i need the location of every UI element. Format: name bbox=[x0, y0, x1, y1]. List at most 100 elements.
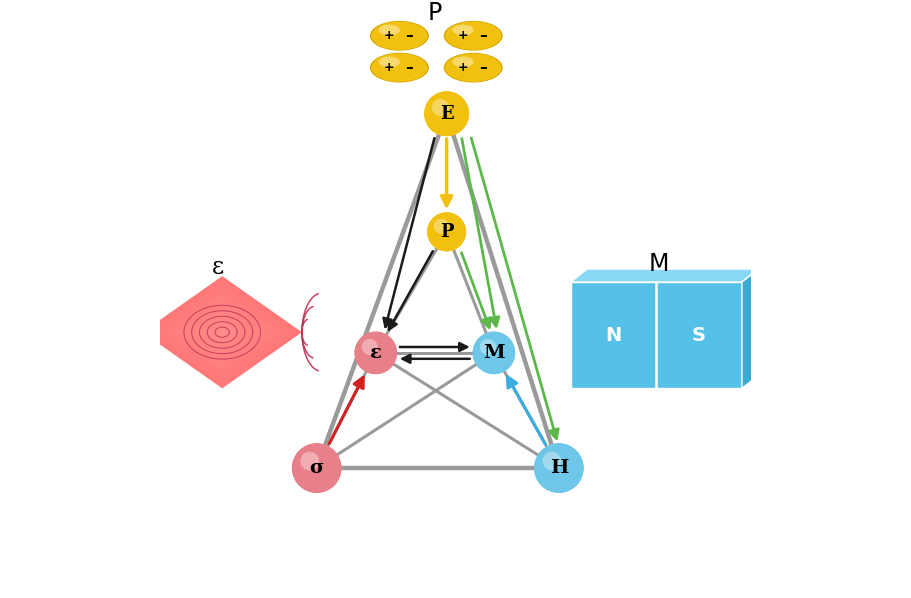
Ellipse shape bbox=[445, 53, 501, 82]
Text: σ: σ bbox=[310, 459, 324, 477]
Ellipse shape bbox=[444, 21, 503, 51]
Polygon shape bbox=[169, 295, 275, 370]
Circle shape bbox=[445, 112, 448, 115]
Ellipse shape bbox=[445, 22, 501, 50]
Circle shape bbox=[542, 451, 561, 471]
Text: ε: ε bbox=[370, 344, 382, 362]
Polygon shape bbox=[164, 291, 281, 373]
Circle shape bbox=[294, 446, 339, 490]
Circle shape bbox=[558, 467, 560, 469]
Ellipse shape bbox=[444, 53, 503, 83]
Polygon shape bbox=[142, 276, 302, 388]
Polygon shape bbox=[196, 313, 249, 351]
Polygon shape bbox=[174, 298, 270, 366]
Circle shape bbox=[553, 462, 565, 474]
Circle shape bbox=[368, 346, 384, 361]
Circle shape bbox=[364, 341, 387, 365]
Circle shape bbox=[440, 225, 454, 239]
Circle shape bbox=[354, 332, 397, 374]
Polygon shape bbox=[159, 288, 286, 377]
Circle shape bbox=[473, 332, 515, 374]
Ellipse shape bbox=[372, 53, 427, 82]
Circle shape bbox=[361, 338, 391, 368]
Circle shape bbox=[480, 339, 507, 367]
Circle shape bbox=[309, 460, 324, 475]
Circle shape bbox=[366, 343, 385, 362]
Circle shape bbox=[429, 214, 465, 249]
Circle shape bbox=[427, 212, 466, 251]
Text: M: M bbox=[483, 344, 505, 362]
Ellipse shape bbox=[370, 21, 429, 51]
Circle shape bbox=[305, 457, 328, 479]
Circle shape bbox=[431, 216, 462, 248]
Circle shape bbox=[315, 467, 318, 469]
Polygon shape bbox=[211, 325, 233, 340]
Circle shape bbox=[536, 444, 582, 492]
Text: +: + bbox=[384, 29, 394, 42]
Ellipse shape bbox=[379, 57, 400, 68]
Circle shape bbox=[296, 447, 338, 489]
Circle shape bbox=[442, 109, 451, 118]
Circle shape bbox=[301, 452, 333, 484]
Circle shape bbox=[445, 111, 449, 116]
Circle shape bbox=[426, 93, 466, 134]
Polygon shape bbox=[190, 310, 254, 355]
Circle shape bbox=[427, 94, 466, 133]
Circle shape bbox=[430, 97, 464, 130]
Ellipse shape bbox=[453, 25, 474, 35]
Circle shape bbox=[354, 332, 397, 374]
Circle shape bbox=[545, 454, 572, 482]
Circle shape bbox=[298, 450, 335, 487]
Ellipse shape bbox=[370, 53, 429, 83]
Circle shape bbox=[360, 337, 392, 369]
Circle shape bbox=[488, 347, 499, 358]
Circle shape bbox=[434, 219, 459, 245]
Circle shape bbox=[550, 459, 568, 477]
Polygon shape bbox=[217, 328, 228, 336]
Text: H: H bbox=[549, 459, 568, 477]
Polygon shape bbox=[201, 318, 243, 347]
Circle shape bbox=[369, 346, 382, 359]
Circle shape bbox=[442, 227, 452, 237]
Circle shape bbox=[293, 444, 341, 492]
Circle shape bbox=[537, 447, 580, 489]
Circle shape bbox=[371, 347, 381, 358]
Circle shape bbox=[537, 446, 581, 490]
Polygon shape bbox=[206, 321, 238, 343]
Circle shape bbox=[362, 339, 390, 367]
Circle shape bbox=[540, 450, 578, 487]
Circle shape bbox=[301, 451, 319, 471]
Circle shape bbox=[474, 332, 514, 373]
Circle shape bbox=[429, 96, 465, 132]
Polygon shape bbox=[570, 269, 759, 282]
Circle shape bbox=[437, 105, 456, 123]
Circle shape bbox=[374, 351, 378, 355]
Ellipse shape bbox=[453, 57, 474, 68]
Circle shape bbox=[534, 443, 584, 493]
Circle shape bbox=[444, 229, 449, 235]
Text: –: – bbox=[405, 60, 414, 75]
Polygon shape bbox=[570, 282, 742, 388]
Circle shape bbox=[313, 464, 321, 472]
Circle shape bbox=[425, 91, 469, 136]
Circle shape bbox=[479, 338, 508, 368]
Circle shape bbox=[475, 334, 513, 372]
Circle shape bbox=[292, 443, 342, 493]
Circle shape bbox=[485, 343, 504, 362]
Circle shape bbox=[432, 99, 449, 116]
Circle shape bbox=[480, 339, 496, 355]
Circle shape bbox=[543, 452, 575, 484]
Circle shape bbox=[302, 453, 332, 483]
Circle shape bbox=[440, 107, 454, 120]
Circle shape bbox=[445, 230, 448, 234]
Circle shape bbox=[359, 336, 393, 370]
Circle shape bbox=[436, 221, 457, 243]
Circle shape bbox=[539, 448, 578, 488]
Polygon shape bbox=[148, 280, 297, 385]
Circle shape bbox=[433, 100, 460, 127]
Circle shape bbox=[544, 453, 574, 483]
Circle shape bbox=[489, 349, 498, 357]
Circle shape bbox=[432, 217, 461, 246]
Circle shape bbox=[311, 462, 322, 474]
Circle shape bbox=[481, 340, 507, 365]
